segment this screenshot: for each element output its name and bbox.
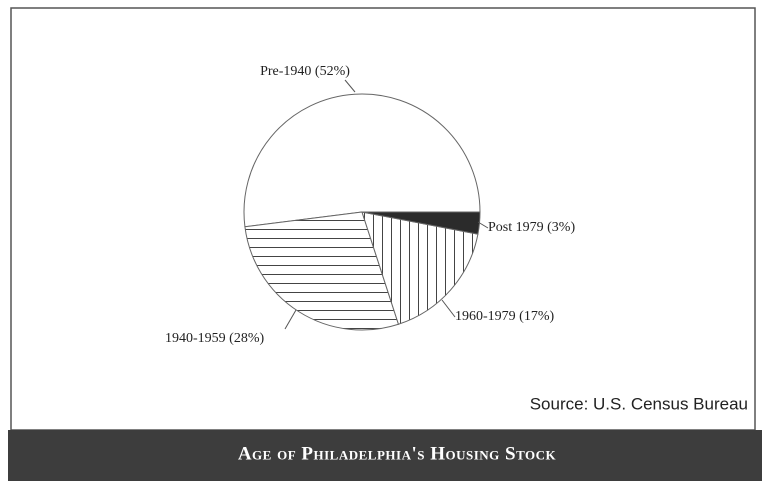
leader-line [477, 221, 489, 229]
chart-title: Age of Philadelphia's Housing Stock [238, 443, 557, 464]
source: Source: U.S. Census Bureau [530, 394, 748, 413]
leader-line [441, 299, 456, 318]
slice-label: 1960-1979 (17%) [455, 309, 554, 324]
pie-slice [244, 211, 400, 331]
leader-line [284, 309, 297, 330]
leader-line [344, 79, 356, 93]
slice-label: Post 1979 (3%) [488, 220, 575, 235]
pie-slice [243, 93, 481, 228]
slice-label: Pre-1940 (52%) [260, 64, 350, 79]
pie-slice [361, 211, 479, 325]
title-banner [8, 430, 762, 481]
slice-label: 1940-1959 (28%) [165, 331, 264, 346]
